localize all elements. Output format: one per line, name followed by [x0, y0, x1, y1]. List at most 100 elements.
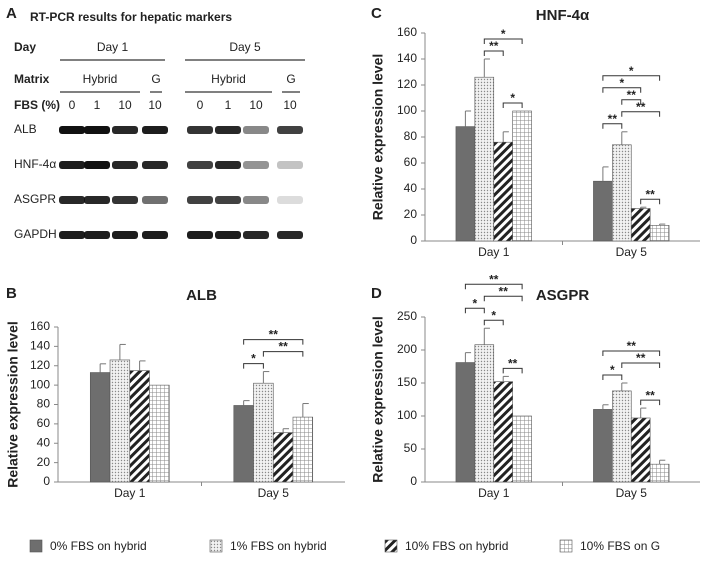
significance-label: ** [508, 357, 518, 371]
gel-band [215, 161, 241, 169]
chart-title: ALB [186, 287, 217, 304]
y-axis-title: Relative expression level [5, 321, 21, 488]
significance-bracket [483, 319, 504, 326]
significance-bracket [621, 362, 661, 368]
gel-band [84, 196, 110, 204]
error-bar [262, 371, 270, 384]
y-tick-label: 160 [30, 319, 50, 333]
legend-label: 0% FBS on hybrid [50, 539, 147, 553]
significance-bracket [640, 399, 661, 406]
panel-letter: A [6, 5, 17, 22]
error-bar [640, 407, 647, 418]
error-bar [119, 343, 126, 360]
bar [149, 384, 170, 483]
y-tick-label: 100 [397, 408, 417, 422]
significance-bracket [602, 350, 661, 356]
y-tick-label: 140 [30, 339, 50, 353]
y-tick-label: 100 [30, 377, 50, 391]
gel-band [112, 231, 138, 239]
y-axis-title: Relative expression level [370, 316, 386, 483]
gel-band [84, 126, 110, 134]
y-tick-label: 80 [404, 129, 418, 143]
gel-band [243, 231, 269, 239]
gel-band [142, 196, 168, 204]
gel-band [215, 231, 241, 239]
y-tick-label: 200 [397, 342, 417, 356]
gel-band [84, 161, 110, 169]
y-tick-label: 150 [397, 375, 417, 389]
error-bar [483, 327, 490, 345]
gel-band [277, 196, 303, 204]
y-tick-label: 60 [37, 416, 51, 430]
gel-band [142, 126, 168, 134]
bar [109, 359, 131, 483]
significance-label: * [251, 352, 256, 366]
fbs-label: 10 [249, 98, 263, 112]
significance-bracket [640, 198, 661, 205]
gel-band [142, 231, 168, 239]
y-tick-label: 0 [410, 474, 417, 488]
day-label: Day 1 [97, 40, 129, 54]
matrix-label: G [286, 72, 295, 86]
significance-label: * [629, 64, 634, 78]
error-bar [99, 363, 107, 373]
panel-letter: D [371, 285, 382, 302]
bar [455, 362, 476, 483]
y-tick-label: 50 [404, 441, 418, 455]
y-tick-label: 40 [37, 435, 51, 449]
gel-band [187, 231, 213, 239]
x-tick-label: Day 5 [616, 245, 648, 259]
significance-label: ** [636, 351, 646, 365]
significance-label: * [501, 27, 506, 41]
bar [129, 370, 150, 483]
gel-band [112, 196, 138, 204]
gel-band [277, 126, 303, 134]
significance-bracket [464, 307, 485, 314]
legend-swatch [384, 539, 398, 553]
bar [455, 126, 476, 242]
row-label: Day [14, 40, 36, 54]
y-tick-label: 0 [43, 474, 50, 488]
x-tick-label: Day 1 [478, 245, 510, 259]
fbs-label: 0 [69, 98, 76, 112]
bar [493, 141, 513, 242]
significance-label: * [473, 296, 478, 310]
fbs-label: 10 [283, 98, 297, 112]
fbs-label: 1 [225, 98, 232, 112]
error-bar [602, 404, 609, 410]
gel-band [243, 126, 269, 134]
row-label: Matrix [14, 72, 50, 86]
error-bar [464, 110, 472, 127]
bar [253, 382, 274, 483]
chart-title: ASGPR [536, 287, 590, 304]
significance-label: ** [627, 339, 637, 353]
error-bar [139, 360, 146, 371]
significance-bracket [483, 38, 523, 44]
y-tick-label: 60 [404, 155, 418, 169]
significance-bracket [262, 351, 304, 357]
significance-bracket [602, 123, 623, 129]
y-tick-label: 140 [397, 51, 417, 65]
matrix-label: Hybrid [83, 72, 118, 86]
bar [272, 432, 294, 483]
error-bar [502, 375, 509, 382]
bar [649, 463, 670, 483]
significance-label: * [610, 363, 615, 377]
bar [630, 208, 651, 242]
gel-band [59, 161, 85, 169]
significance-label: ** [489, 272, 499, 286]
gel-band [59, 126, 85, 134]
gene-label: ALB [14, 122, 37, 136]
error-bar [502, 131, 509, 143]
gene-label: GAPDH [14, 227, 57, 241]
matrix-label: G [151, 72, 160, 86]
significance-bracket [602, 87, 642, 93]
legend-label: 10% FBS on hybrid [405, 539, 508, 553]
significance-label: ** [636, 100, 646, 114]
bar [474, 344, 495, 483]
bar [649, 225, 670, 242]
gel-title: RT-PCR results for hepatic markers [30, 10, 232, 24]
significance-bracket [602, 75, 661, 81]
x-tick-label: Day 1 [478, 486, 510, 500]
